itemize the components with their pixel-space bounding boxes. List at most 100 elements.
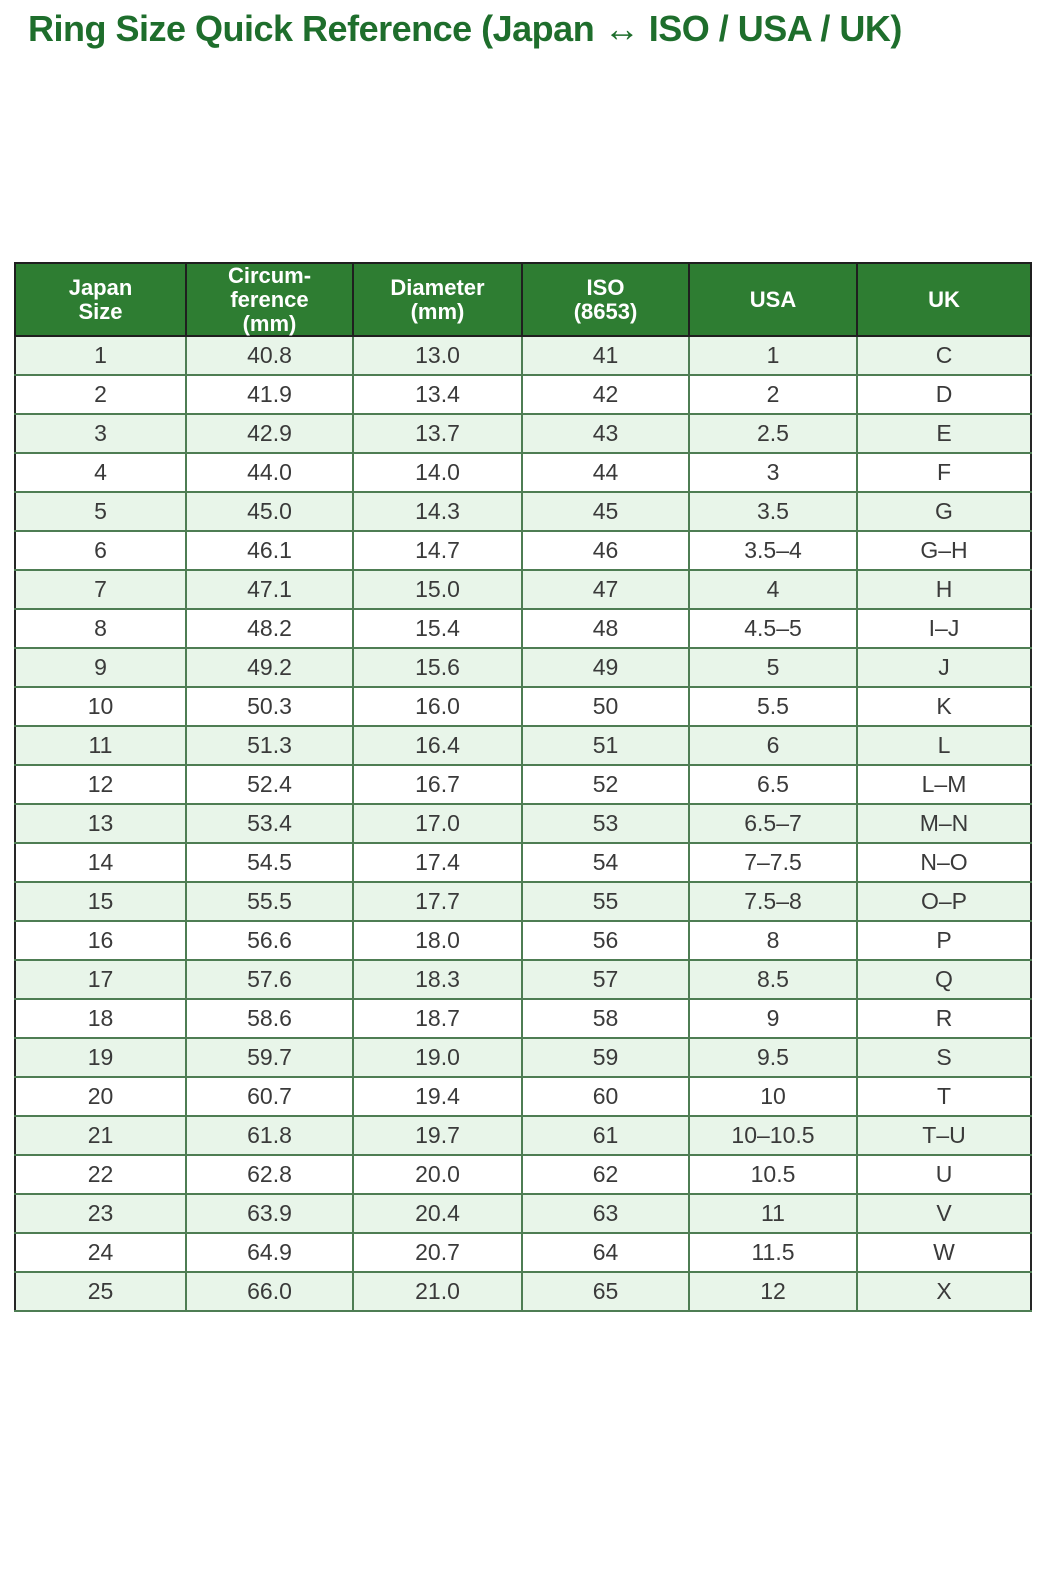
table-cell: 54 xyxy=(521,842,690,884)
table-row: 9 49.2 15.6 49 5 J xyxy=(14,647,1032,689)
table-cell: 44 xyxy=(521,452,690,494)
table-cell: 4.5–5 xyxy=(688,608,858,650)
table-cell: 9 xyxy=(14,647,187,689)
table-cell: 6 xyxy=(14,530,187,572)
table-cell: G–H xyxy=(856,530,1032,572)
table-cell: 45.0 xyxy=(185,491,354,533)
table-cell: 19 xyxy=(14,1037,187,1079)
header-row: Japan Size Circum- ference (mm) Diameter (… xyxy=(14,261,1032,338)
table-cell: 15.0 xyxy=(352,569,523,611)
table-cell: 16 xyxy=(14,920,187,962)
column-header: USA xyxy=(688,261,858,338)
table-cell: 8 xyxy=(688,920,858,962)
table-cell: 10 xyxy=(688,1076,858,1118)
table-row: 19 59.7 19.0 59 9.5 S xyxy=(14,1037,1032,1079)
table-cell: X xyxy=(856,1271,1032,1313)
column-header: Circum- ference (mm) xyxy=(185,261,354,338)
table-row: 5 45.0 14.3 45 3.5 G xyxy=(14,491,1032,533)
table-cell: T–U xyxy=(856,1115,1032,1157)
table-cell: 4 xyxy=(14,452,187,494)
table-row: 15 55.5 17.7 55 7.5–8 O–P xyxy=(14,881,1032,923)
table-cell: 11.5 xyxy=(688,1232,858,1274)
table-row: 4 44.0 14.0 44 3 F xyxy=(14,452,1032,494)
table-cell: 17 xyxy=(14,959,187,1001)
table-cell: 7 xyxy=(14,569,187,611)
table-cell: 2.5 xyxy=(688,413,858,455)
table-row: 2 41.9 13.4 42 2 D xyxy=(14,374,1032,416)
table-row: 21 61.8 19.7 61 10–10.5 T–U xyxy=(14,1115,1032,1157)
table-cell: 15.6 xyxy=(352,647,523,689)
table-cell: 65 xyxy=(521,1271,690,1313)
table-cell: 11 xyxy=(688,1193,858,1235)
table-cell: 58 xyxy=(521,998,690,1040)
table-cell: 61 xyxy=(521,1115,690,1157)
table-cell: N–O xyxy=(856,842,1032,884)
table-cell: E xyxy=(856,413,1032,455)
table-cell: 14.3 xyxy=(352,491,523,533)
table-cell: 5 xyxy=(14,491,187,533)
table-cell: 5 xyxy=(688,647,858,689)
table-cell: 42.9 xyxy=(185,413,354,455)
table-cell: 5.5 xyxy=(688,686,858,728)
table-cell: 3.5–4 xyxy=(688,530,858,572)
column-header: Japan Size xyxy=(14,261,187,338)
table-cell: 59.7 xyxy=(185,1037,354,1079)
table-row: 20 60.7 19.4 60 10 T xyxy=(14,1076,1032,1118)
table-cell: U xyxy=(856,1154,1032,1196)
table-cell: 44.0 xyxy=(185,452,354,494)
table-cell: 3 xyxy=(14,413,187,455)
table-cell: 51 xyxy=(521,725,690,767)
table-cell: 46.1 xyxy=(185,530,354,572)
table-cell: 49 xyxy=(521,647,690,689)
table-cell: 12 xyxy=(14,764,187,806)
table-cell: 41 xyxy=(521,335,690,377)
table-row: 17 57.6 18.3 57 8.5 Q xyxy=(14,959,1032,1001)
table-row: 3 42.9 13.7 43 2.5 E xyxy=(14,413,1032,455)
table-cell: 17.4 xyxy=(352,842,523,884)
table-cell: 53 xyxy=(521,803,690,845)
table-cell: V xyxy=(856,1193,1032,1235)
table-cell: 22 xyxy=(14,1154,187,1196)
table-cell: F xyxy=(856,452,1032,494)
table-row: 25 66.0 21.0 65 12 X xyxy=(14,1271,1032,1313)
table-cell: 15.4 xyxy=(352,608,523,650)
table-row: 1 40.8 13.0 41 1 C xyxy=(14,335,1032,377)
table-cell: 47.1 xyxy=(185,569,354,611)
table-cell: 59 xyxy=(521,1037,690,1079)
table-cell: 20.0 xyxy=(352,1154,523,1196)
table-cell: 48.2 xyxy=(185,608,354,650)
table-row: 12 52.4 16.7 52 6.5 L–M xyxy=(14,764,1032,806)
table-cell: O–P xyxy=(856,881,1032,923)
table-row: 14 54.5 17.4 54 7–7.5 N–O xyxy=(14,842,1032,884)
table-cell: 14 xyxy=(14,842,187,884)
table-cell: T xyxy=(856,1076,1032,1118)
table-cell: 64.9 xyxy=(185,1232,354,1274)
table-cell: 63.9 xyxy=(185,1193,354,1235)
table-cell: 18.7 xyxy=(352,998,523,1040)
table-cell: 15 xyxy=(14,881,187,923)
table-cell: 55.5 xyxy=(185,881,354,923)
table-row: 24 64.9 20.7 64 11.5 W xyxy=(14,1232,1032,1274)
table-cell: 16.7 xyxy=(352,764,523,806)
table-cell: 61.8 xyxy=(185,1115,354,1157)
table-cell: 57.6 xyxy=(185,959,354,1001)
table-cell: 52.4 xyxy=(185,764,354,806)
table-cell: 10 xyxy=(14,686,187,728)
table-cell: J xyxy=(856,647,1032,689)
table-row: 8 48.2 15.4 48 4.5–5 I–J xyxy=(14,608,1032,650)
table-cell: 49.2 xyxy=(185,647,354,689)
table-cell: 46 xyxy=(521,530,690,572)
table-cell: 17.0 xyxy=(352,803,523,845)
table-cell: 45 xyxy=(521,491,690,533)
table-cell: 1 xyxy=(688,335,858,377)
table-cell: 1 xyxy=(14,335,187,377)
table-cell: 17.7 xyxy=(352,881,523,923)
table-cell: 16.0 xyxy=(352,686,523,728)
table-row: 7 47.1 15.0 47 4 H xyxy=(14,569,1032,611)
table-cell: L xyxy=(856,725,1032,767)
column-header: ISO (8653) xyxy=(521,261,690,338)
table-row: 11 51.3 16.4 51 6 L xyxy=(14,725,1032,767)
table-cell: 9.5 xyxy=(688,1037,858,1079)
table-cell: 43 xyxy=(521,413,690,455)
table-row: 23 63.9 20.4 63 11 V xyxy=(14,1193,1032,1235)
